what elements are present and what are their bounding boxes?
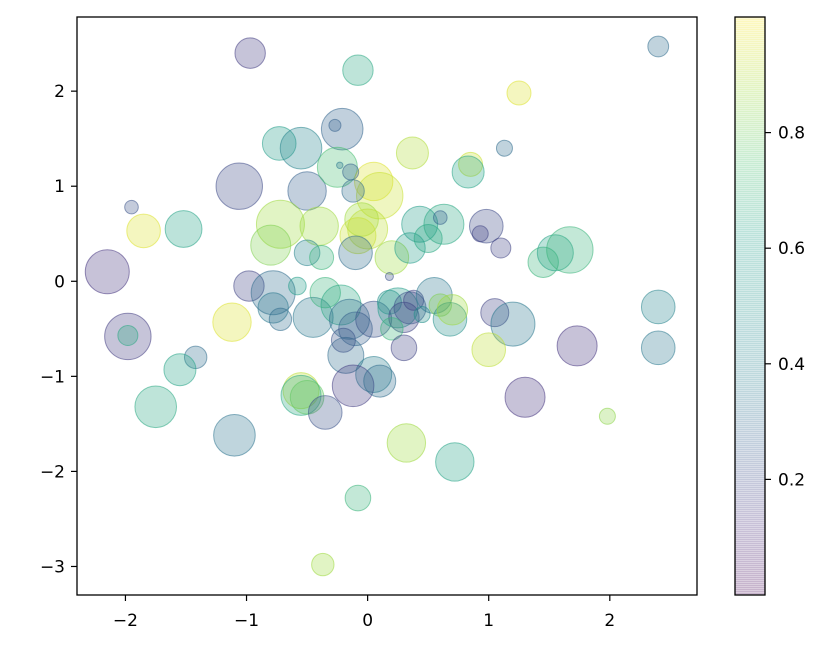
scatter-point-28 [347,208,389,250]
scatter-point-79 [134,385,178,429]
scatter-point-34 [471,225,489,243]
y-tick-label: 0 [54,272,65,292]
x-tick-label: 0 [362,611,373,631]
colorbar-tick-label: 0.4 [778,355,805,375]
scatter-point-66 [432,302,468,337]
scatter-point-46 [384,272,394,282]
scatter-point-93 [435,442,475,482]
colorbar-tick-label: 0.6 [778,239,805,259]
scatter-point-74 [104,312,152,361]
scatter-point-38 [546,226,594,274]
plot-area [77,17,697,595]
scatter-point-97 [311,552,335,577]
scatter-point-80 [327,336,365,374]
axes-frame [76,16,698,596]
scatter-point-68 [480,298,510,328]
scatter-point-11 [451,155,485,189]
scatter-point-32 [432,210,448,225]
scatter-point-89 [331,364,375,408]
x-tick-label: 2 [604,611,615,631]
scatter-point-81 [330,327,356,353]
scatter-point-23 [164,210,203,248]
y-tick-label: 2 [54,82,65,102]
scatter-point-84 [390,334,418,362]
scatter-point-39 [84,249,130,295]
scatter-point-22 [126,213,161,249]
scatter-point-67 [436,294,469,326]
scatter-point-87 [289,379,325,415]
scatter-point-73 [556,325,598,367]
scatter-point-18 [336,161,344,170]
scatter-point-7 [320,107,364,151]
scatter-point-24 [255,199,305,249]
scatter-point-4 [647,35,670,58]
scatter-point-5 [261,126,297,161]
scatter-point-35 [490,237,512,259]
points-layer [84,35,676,577]
scatter-point-20 [341,179,365,203]
scatter-point-49 [257,292,289,324]
scatter-point-12 [495,139,513,157]
y-tick-label: −2 [40,462,65,482]
scatter-point-85 [282,372,320,410]
scatter-point-86 [280,374,322,416]
scatter-point-1 [234,37,266,69]
scatter-point-33 [468,208,504,244]
scatter-point-6 [279,126,323,170]
scatter-point-21 [124,199,139,215]
scatter-point-13 [215,162,263,210]
scatter-point-14 [287,171,327,211]
scatter-point-37 [536,234,574,272]
scatter-point-51 [288,276,307,296]
scatter-point-91 [213,413,256,457]
scatter-point-71 [640,289,676,325]
scatter-point-3 [506,80,532,106]
x-tick-label: 1 [483,611,494,631]
scatter-point-8 [328,118,342,132]
scatter-point-63 [413,306,431,324]
scatter-point-92 [386,423,427,463]
scatter-point-17 [356,172,404,220]
scatter-point-77 [163,353,197,387]
scatter-point-75 [117,324,139,346]
colorbar-frame [734,16,766,596]
x-tick-label: −1 [234,611,259,631]
scatter-point-88 [307,395,343,430]
scatter-point-27 [344,202,379,237]
scatter-point-54 [320,284,362,326]
scatter-point-90 [363,364,397,398]
y-tick-label: −3 [40,557,65,577]
scatter-point-44 [394,232,426,264]
colorbar-tick-label: 0.2 [778,470,805,490]
y-axis: −3 −2 −1 0 1 2 [40,82,77,577]
scatter-point-50 [268,307,293,332]
scatter-point-72 [640,330,676,366]
scatter-point-19 [342,163,360,181]
scatter-point-9 [395,136,429,170]
scatter-point-95 [598,407,616,425]
y-tick-label: −1 [40,367,65,387]
scatter-point-83 [380,317,404,341]
scatter-point-2 [342,54,374,86]
scatter-point-78 [212,302,252,342]
colorbar-tick-label: 0.8 [778,124,805,144]
scatter-point-25 [250,224,292,266]
x-tick-label: −2 [113,611,138,631]
scatter-point-43 [374,240,410,275]
scatter-point-96 [344,484,372,512]
scatter-point-42 [338,235,373,271]
scatter-point-70 [471,332,507,368]
colorbar: 0.2 0.4 0.6 0.8 [734,16,805,596]
colorbar-stripes [735,17,765,595]
y-tick-label: 1 [54,177,65,197]
scatter-point-69 [490,301,536,347]
scatter-point-40 [293,239,321,267]
scatter-point-57 [355,300,393,338]
scatter-point-94 [504,376,546,418]
scatter-point-45 [413,224,443,254]
x-axis: −2 −1 0 1 2 [113,595,615,631]
colorbar-ticks: 0.2 0.4 0.6 0.8 [765,124,805,490]
scatter-point-41 [309,245,335,271]
